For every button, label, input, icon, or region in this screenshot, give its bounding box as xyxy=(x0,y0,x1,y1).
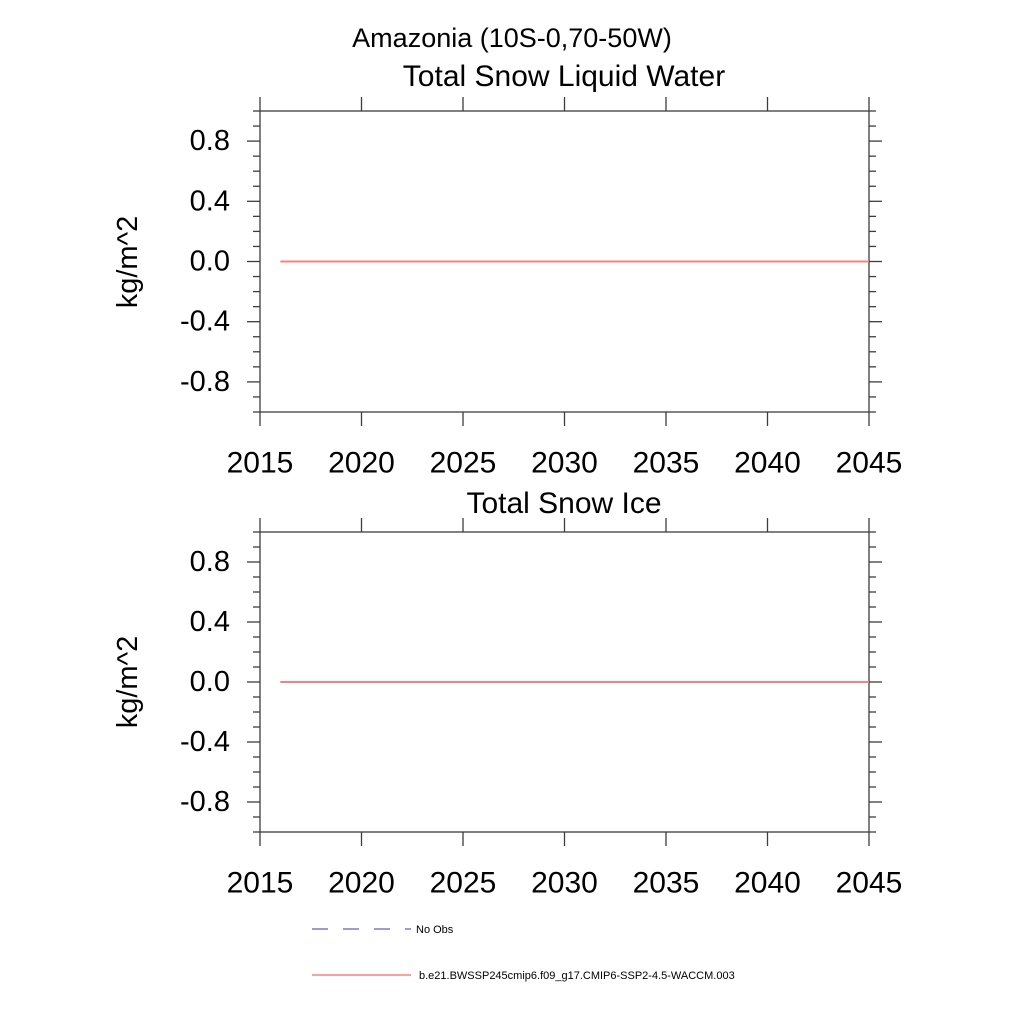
x-tick-label: 2040 xyxy=(734,867,801,900)
y-tick-label: -0.4 xyxy=(180,726,230,758)
y-tick-label: -0.8 xyxy=(180,786,230,818)
x-tick-label: 2025 xyxy=(430,867,497,900)
y-tick-label: 0.8 xyxy=(190,546,230,578)
y-tick-label: 0.8 xyxy=(190,125,230,157)
x-tick-label: 2035 xyxy=(633,867,700,900)
chart-title-liquid-water: Total Snow Liquid Water xyxy=(403,60,725,93)
y-tick-label: 0.4 xyxy=(190,185,230,217)
chart-title-snow-ice: Total Snow Ice xyxy=(466,487,661,520)
x-tick-label: 2015 xyxy=(227,447,294,480)
legend xyxy=(312,928,411,976)
x-tick-label: 2030 xyxy=(531,867,598,900)
y-tick-label: 0.4 xyxy=(190,606,230,638)
page-title: Amazonia (10S-0,70-50W) xyxy=(352,23,672,53)
y-axis-label-liquid-water: kg/m^2 xyxy=(112,216,144,309)
y-tick-label: -0.4 xyxy=(180,306,230,338)
x-tick-label: 2035 xyxy=(633,447,700,480)
y-tick-label: -0.8 xyxy=(180,366,230,398)
axes-liquid-water: 2015 2020 2025 2030 2035 2040 2045 -0.8 -0.4 0.0 0… xyxy=(180,97,902,480)
y-axis-label-snow-ice: kg/m^2 xyxy=(112,636,144,729)
legend-label-no-obs: No Obs xyxy=(416,924,454,936)
x-tick-label: 2030 xyxy=(531,447,598,480)
x-tick-label: 2045 xyxy=(836,447,903,480)
legend-label-model-run: b.e21.BWSSP245cmip6.f09_g17.CMIP6-SSP2-4… xyxy=(419,970,735,982)
x-tick-label: 2020 xyxy=(328,447,395,480)
x-tick-label: 2025 xyxy=(430,447,497,480)
x-tick-label: 2045 xyxy=(836,867,903,900)
x-tick-label: 2015 xyxy=(227,867,294,900)
axes-snow-ice: 2015 2020 2025 2030 2035 2040 2045 -0.8 -0.4 0.0 0… xyxy=(180,518,902,900)
x-tick-label: 2040 xyxy=(734,447,801,480)
x-tick-label: 2020 xyxy=(328,867,395,900)
y-tick-label: 0.0 xyxy=(190,246,230,278)
y-tick-label: 0.0 xyxy=(190,666,230,698)
